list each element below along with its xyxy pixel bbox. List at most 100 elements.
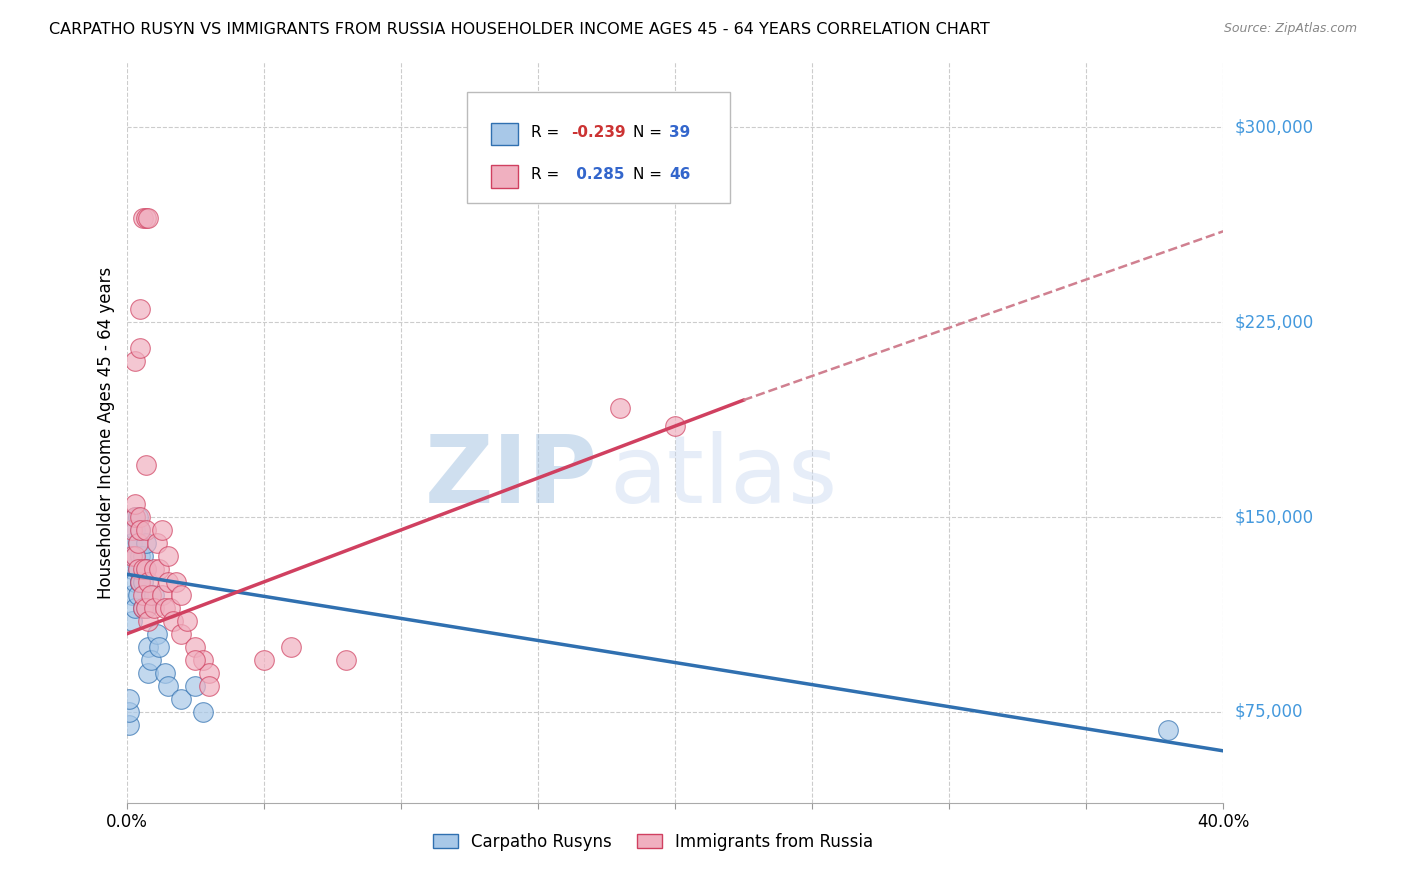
Text: 39: 39 [669,125,690,140]
Point [145,536,167,550]
FancyBboxPatch shape [491,165,517,187]
Point [124,574,146,589]
Point [132,588,155,602]
Point [143,562,166,576]
Point [664,419,686,434]
Point [153,665,176,680]
Point [135,601,157,615]
Point [129,523,152,537]
Point [156,574,179,589]
Point [135,536,157,550]
Point [135,562,157,576]
Point [156,679,179,693]
Point [129,341,152,355]
Point [129,574,152,589]
Point [253,653,276,667]
Point [138,614,160,628]
Text: 0.285: 0.285 [571,167,624,182]
Point [124,549,146,563]
Point [124,510,146,524]
Point [124,601,146,615]
Point [148,562,170,576]
Text: Source: ZipAtlas.com: Source: ZipAtlas.com [1223,22,1357,36]
Y-axis label: Householder Income Ages 45 - 64 years: Householder Income Ages 45 - 64 years [97,267,115,599]
Point [150,523,173,537]
Point [129,302,152,317]
Point [176,614,198,628]
FancyBboxPatch shape [491,123,517,145]
Point [141,653,163,667]
Point [121,562,143,576]
Point [156,549,179,563]
Point [193,705,215,719]
Point [121,523,143,537]
Point [148,640,170,654]
Point [127,562,149,576]
Point [121,536,143,550]
Text: $150,000: $150,000 [1234,508,1313,526]
Point [121,588,143,602]
Point [127,588,149,602]
Text: R =: R = [531,167,564,182]
Point [609,401,631,415]
Point [135,211,157,226]
Point [135,523,157,537]
Point [184,640,207,654]
Point [124,497,146,511]
Point [129,574,152,589]
FancyBboxPatch shape [467,92,730,203]
Point [124,523,146,537]
Point [170,588,193,602]
Point [170,692,193,706]
Text: $225,000: $225,000 [1234,313,1313,331]
Point [129,510,152,524]
Point [121,549,143,563]
Point [132,574,155,589]
Point [159,601,181,615]
Point [184,653,207,667]
Text: ZIP: ZIP [425,431,598,523]
Text: CARPATHO RUSYN VS IMMIGRANTS FROM RUSSIA HOUSEHOLDER INCOME AGES 45 - 64 YEARS C: CARPATHO RUSYN VS IMMIGRANTS FROM RUSSIA… [49,22,990,37]
Point [132,601,155,615]
Point [127,510,149,524]
Point [121,614,143,628]
Point [162,614,184,628]
Point [1157,723,1180,737]
Text: 46: 46 [669,167,690,182]
Point [129,574,152,589]
Point [197,665,219,680]
Point [132,549,155,563]
Text: atlas: atlas [609,431,838,523]
Point [138,665,160,680]
Text: N =: N = [633,125,666,140]
Text: $300,000: $300,000 [1234,119,1313,136]
Point [135,562,157,576]
Point [124,354,146,368]
Point [118,692,141,706]
Point [143,601,166,615]
Point [193,653,215,667]
Point [118,705,141,719]
Point [335,653,357,667]
Point [135,601,157,615]
Point [197,679,219,693]
Point [138,211,160,226]
Point [127,562,149,576]
Text: $75,000: $75,000 [1234,703,1303,721]
Point [153,601,176,615]
Point [132,211,155,226]
Point [138,574,160,589]
Text: -0.239: -0.239 [571,125,626,140]
Point [124,510,146,524]
Point [184,679,207,693]
Point [135,458,157,472]
Point [132,601,155,615]
Point [141,588,163,602]
Point [170,627,193,641]
Point [143,588,166,602]
Point [129,523,152,537]
Point [127,536,149,550]
Point [118,718,141,732]
Point [138,640,160,654]
Point [124,549,146,563]
